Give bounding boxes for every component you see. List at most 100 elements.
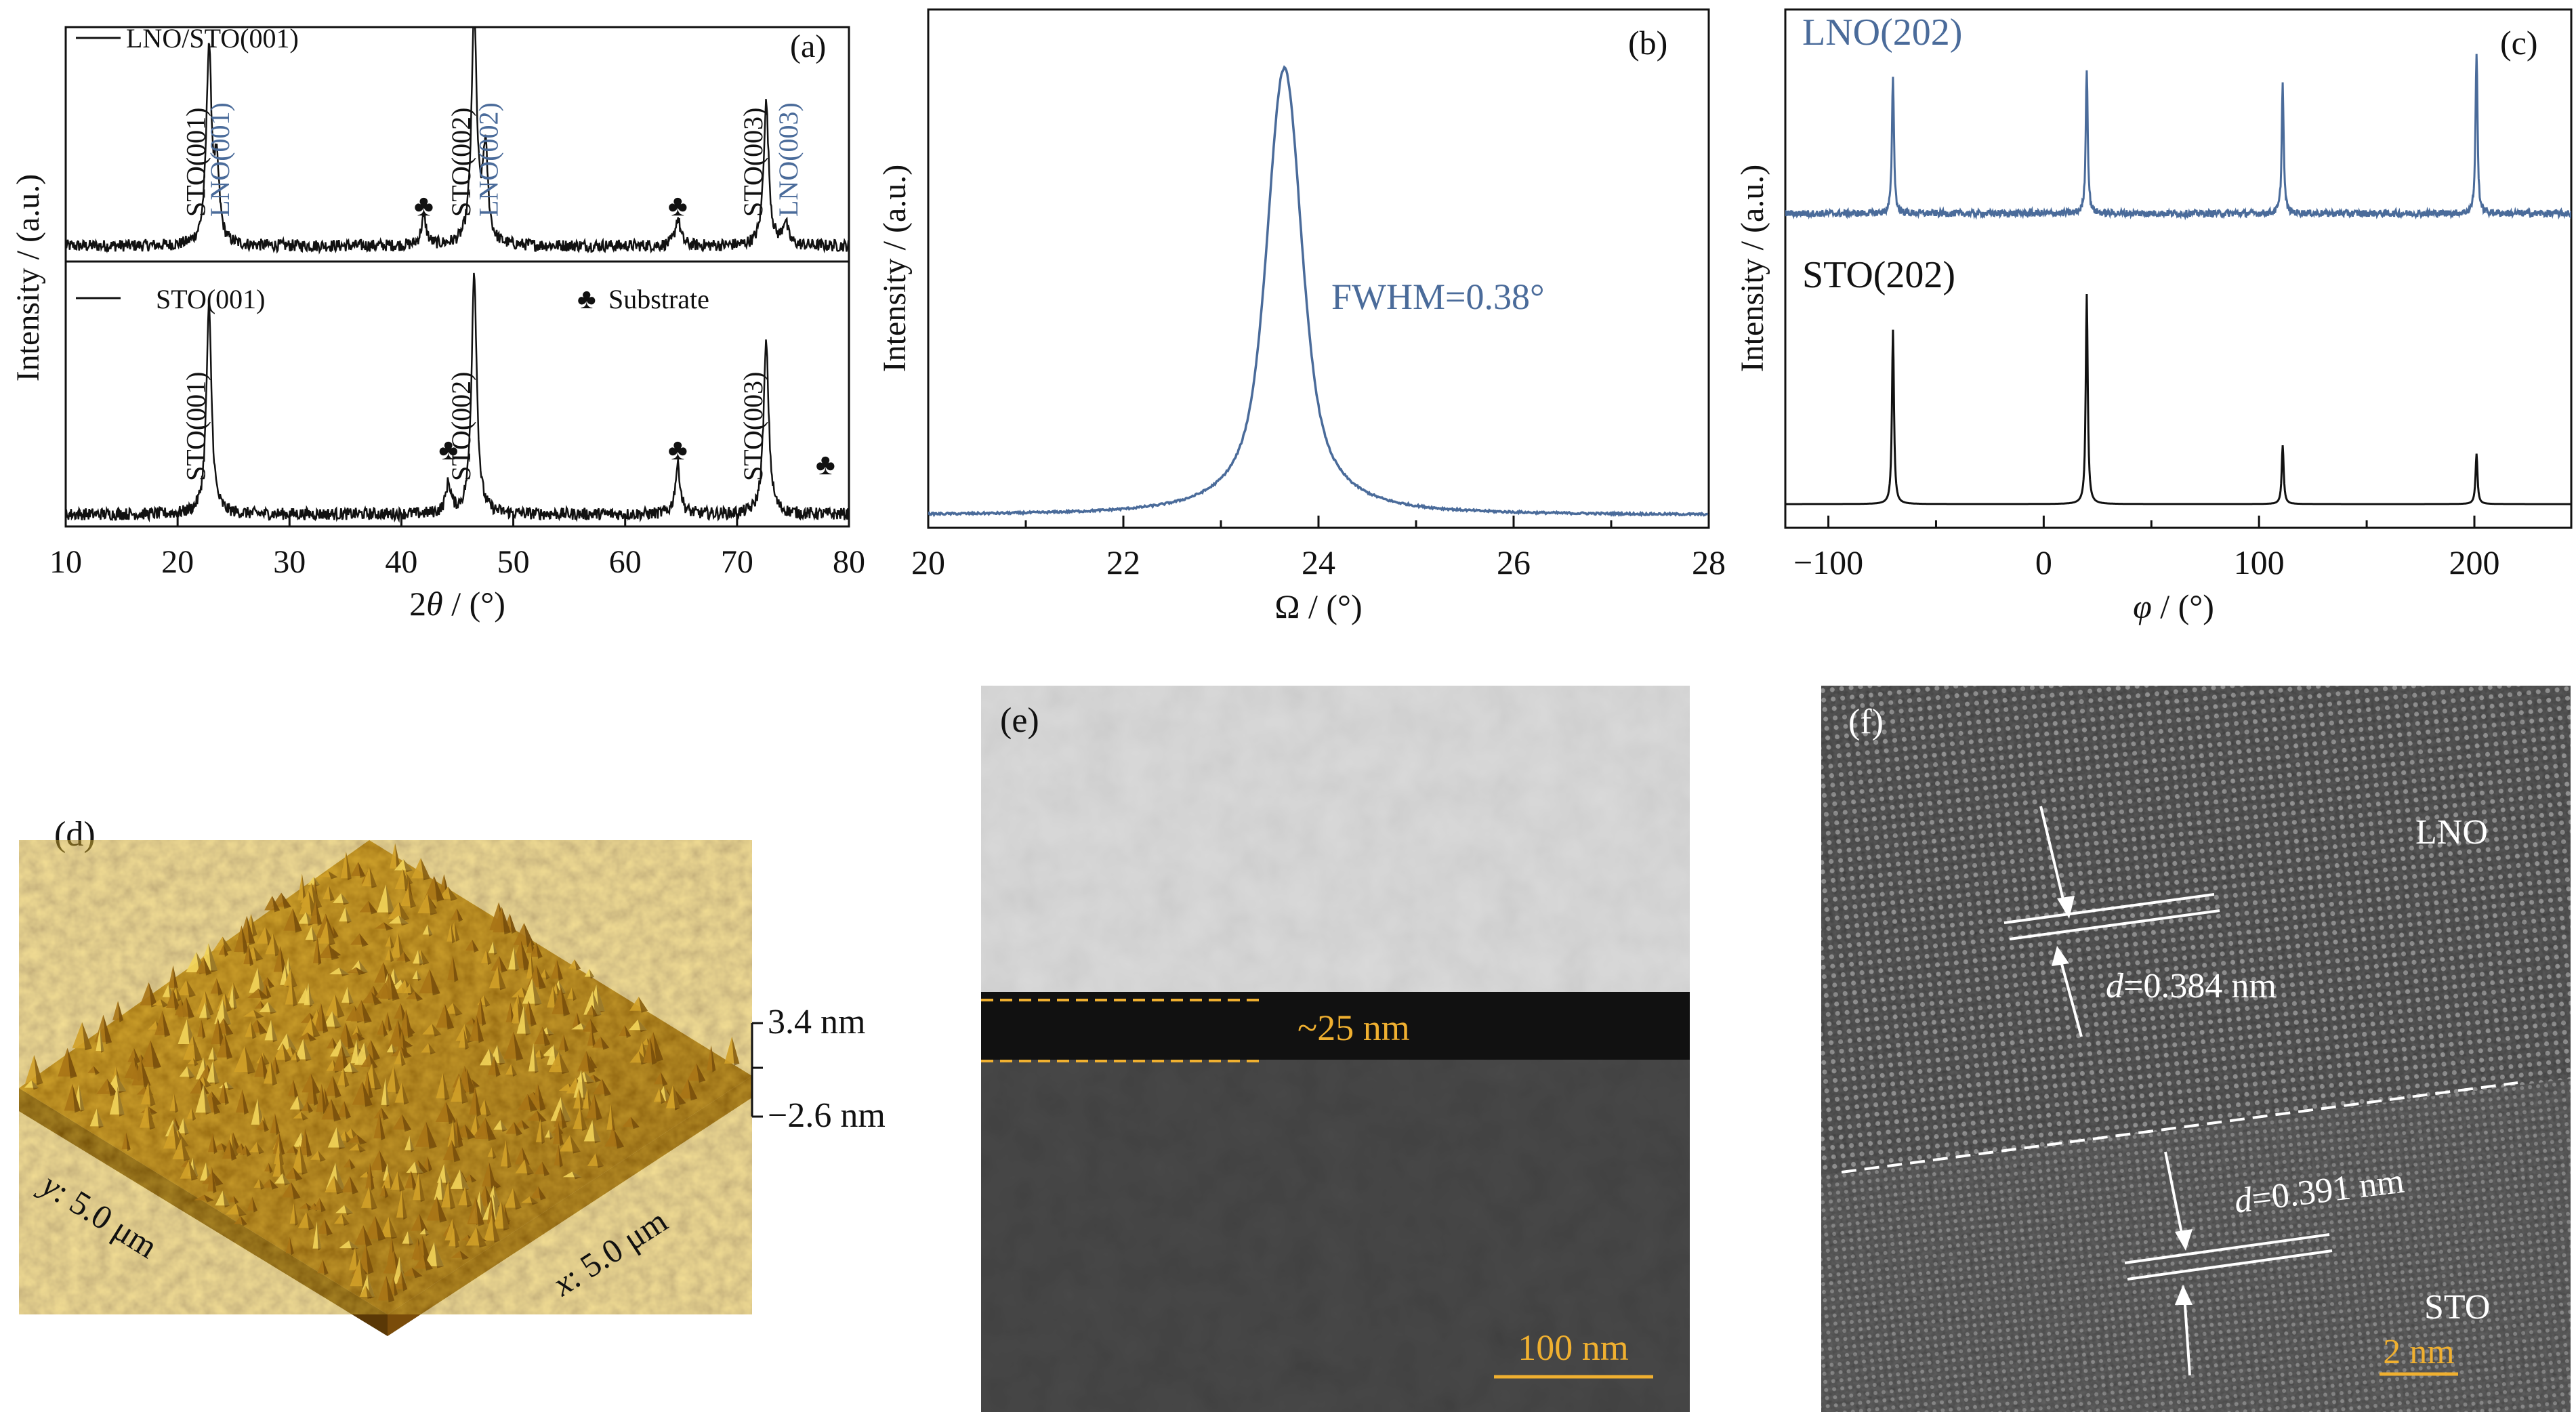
panel-c-y-axis-label: Intensity / (a.u.) bbox=[1734, 165, 1770, 373]
panel-a-substrate-legend: Substrate bbox=[608, 284, 709, 314]
afm-peak-shadow bbox=[409, 1136, 415, 1153]
afm-peak-shadow bbox=[126, 1132, 131, 1152]
panel-f: d=0.384 nm d=0.391 nm LNO STO (f) 2 nm bbox=[1821, 686, 2571, 1412]
afm-peak-shadow bbox=[300, 1111, 308, 1121]
panel-a: 10 20 30 40 50 60 70 80 STO(001)LNO(001) STO(002… bbox=[10, 23, 865, 623]
afm-peak-shadow bbox=[400, 1050, 406, 1066]
afm-peak-shadow bbox=[183, 1118, 189, 1136]
afm-peak-shadow bbox=[369, 1162, 375, 1190]
afm-peak-shadow bbox=[638, 997, 648, 1013]
afm-peak-shadow bbox=[118, 1001, 124, 1022]
afm-peak-shadow bbox=[401, 1047, 412, 1059]
afm-peak-shadow bbox=[403, 951, 411, 963]
afm-peak-shadow bbox=[497, 965, 506, 991]
afm-peak-shadow bbox=[436, 1196, 447, 1223]
panel-a-top-legend: LNO/STO(001) bbox=[126, 23, 299, 54]
panel-a-bottom-peak-label: STO(001) bbox=[180, 372, 211, 481]
afm-peak-shadow bbox=[94, 1066, 100, 1075]
afm-peak-shadow bbox=[365, 1285, 373, 1300]
afm-peak-shadow bbox=[382, 1020, 388, 1037]
afm-peak-shadow bbox=[262, 1052, 270, 1066]
afm-peak-shadow bbox=[394, 968, 400, 987]
panel-a-label: (a) bbox=[790, 28, 826, 64]
afm-peak-shadow bbox=[403, 859, 413, 873]
afm-peak-shadow bbox=[320, 1003, 329, 1034]
afm-peak-shadow bbox=[245, 1145, 251, 1157]
afm-peak-shadow bbox=[444, 1163, 451, 1185]
afm-peak-shadow bbox=[316, 900, 323, 926]
afm-peak-shadow bbox=[371, 1039, 381, 1061]
afm-peak-shadow bbox=[596, 984, 605, 1014]
afm-peak-shadow bbox=[233, 982, 240, 1000]
panel-a-top-substrate-mark: ♣ bbox=[668, 189, 688, 222]
afm-peak-shadow bbox=[590, 1018, 598, 1034]
panel-b-y-axis-label: Intensity / (a.u.) bbox=[877, 165, 913, 373]
afm-peak-shadow bbox=[520, 940, 531, 971]
afm-z-max-label: 3.4 nm bbox=[768, 1003, 865, 1041]
afm-peak-shadow bbox=[406, 1009, 413, 1039]
hrtem-sto-arrowhead-down bbox=[2175, 1229, 2193, 1251]
panel-b-x-tick-label: 28 bbox=[1692, 543, 1726, 581]
afm-peak-shadow bbox=[457, 908, 463, 922]
afm-peak-shadow bbox=[302, 873, 307, 902]
afm-peak-shadow bbox=[459, 1250, 470, 1260]
afm-peak-shadow bbox=[293, 908, 302, 933]
afm-peak-shadow bbox=[341, 893, 350, 905]
hrtem-sto-arrow-up bbox=[2183, 1295, 2191, 1376]
panel-a-bottom-substrate-mark: ♣ bbox=[816, 448, 835, 481]
afm-peak-shadow bbox=[536, 965, 546, 990]
hrtem-sto-arrow-down bbox=[2164, 1151, 2184, 1241]
panel-a-x-tick-label: 60 bbox=[609, 544, 642, 580]
afm-peak-shadow bbox=[203, 1076, 211, 1088]
afm-peak-shadow bbox=[333, 1075, 341, 1098]
afm-peak-shadow bbox=[425, 1121, 437, 1149]
afm-peak-shadow bbox=[602, 1079, 611, 1097]
afm-peak-shadow bbox=[317, 936, 322, 965]
panel-a-substrate-legend-club: ♣ bbox=[577, 284, 596, 315]
afm-peak-shadow bbox=[203, 957, 212, 976]
afm-peak-shadow bbox=[343, 1067, 350, 1087]
panel-a-bottom-legend: STO(001) bbox=[156, 284, 265, 314]
afm-peak-shadow bbox=[291, 1182, 301, 1200]
hrtem-texture bbox=[1821, 686, 2571, 1412]
panel-c-x-tick-label: 100 bbox=[2234, 543, 2285, 581]
afm-peak-shadow bbox=[173, 965, 178, 990]
afm-peak-shadow bbox=[427, 1156, 432, 1171]
afm-peak-shadow bbox=[476, 1197, 484, 1226]
afm-peak-shadow bbox=[631, 1117, 640, 1129]
afm-peak-shadow bbox=[592, 1120, 601, 1144]
afm-peak-shadow bbox=[465, 1186, 472, 1208]
afm-peak-shadow bbox=[428, 924, 433, 937]
afm-peak-shadow bbox=[339, 968, 350, 976]
afm-peak-shadow bbox=[593, 1074, 602, 1083]
afm-peak-shadow bbox=[448, 1180, 456, 1210]
afm-peak-shadow bbox=[472, 939, 479, 953]
afm-peak-shadow bbox=[493, 941, 498, 955]
afm-peak-shadow bbox=[528, 1001, 537, 1027]
afm-peak-shadow bbox=[266, 984, 272, 999]
afm-peak-shadow bbox=[419, 1171, 425, 1203]
afm-peak-shadow bbox=[253, 1010, 264, 1019]
afm-peak-shadow bbox=[270, 1179, 278, 1190]
afm-peak-shadow bbox=[307, 1101, 314, 1113]
afm-peak-shadow bbox=[497, 1045, 506, 1065]
afm-peak-shadow bbox=[148, 982, 158, 1008]
afm-peak-shadow bbox=[173, 989, 180, 1010]
afm-peak-shadow bbox=[383, 922, 394, 931]
afm-peak-shadow bbox=[287, 1033, 297, 1052]
afm-peak-shadow bbox=[510, 913, 516, 934]
afm-peak-shadow bbox=[501, 907, 511, 935]
afm-peak-shadow bbox=[336, 1127, 346, 1150]
afm-peak-shadow bbox=[295, 1051, 301, 1062]
afm-peak-shadow bbox=[82, 1022, 92, 1051]
hrtem-sto-arrowhead-up bbox=[2175, 1285, 2193, 1305]
afm-peak-shadow bbox=[268, 1001, 277, 1014]
afm-peak-shadow bbox=[379, 1113, 386, 1141]
hrtem-lno-arrowhead-down bbox=[2057, 896, 2075, 919]
afm-peak-shadow bbox=[393, 1276, 398, 1297]
afm-peak-shadow bbox=[532, 978, 542, 1006]
afm-peak-shadow bbox=[222, 1190, 230, 1208]
afm-peak-shadow bbox=[212, 1171, 224, 1186]
afm-peak-shadow bbox=[367, 1071, 373, 1099]
